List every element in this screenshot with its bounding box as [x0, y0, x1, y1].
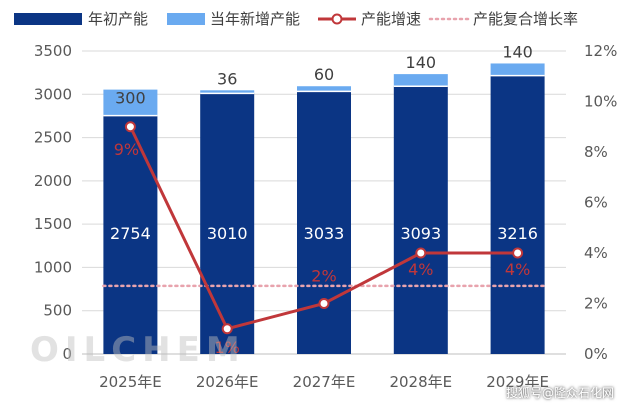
watermark: OILCHEM [30, 330, 246, 370]
bar-new-capacity [103, 89, 158, 116]
legend-label-growth-rate: 产能增速 [361, 10, 421, 28]
legend-swatch-new-capacity [167, 13, 205, 25]
left-axis-tick-label: 3500 [34, 42, 72, 60]
data-labels-layer: 2754 300 3010 36 3033 60 3093 140 3216 140 9% 1% 2% 4… [110, 42, 538, 356]
growth-rate-label: 1% [215, 338, 240, 357]
growth-rate-point [124, 121, 136, 133]
right-axis-tick-label: 4% [584, 244, 608, 262]
bar-base-capacity [297, 91, 351, 354]
bar-base-capacity [200, 93, 255, 355]
left-axis-tick-label: 1000 [34, 258, 72, 276]
right-axis-tick-label: 10% [584, 93, 617, 111]
growth-rate-point [221, 323, 233, 335]
right-axis-tick-label: 8% [584, 143, 608, 161]
bar-base-value-label: 3093 [400, 224, 441, 243]
bar-base-value-label: 3216 [497, 224, 538, 243]
right-axis-tick-label: 6% [584, 194, 608, 212]
right-axis-tick-label: 0% [584, 345, 608, 363]
left-axis-ticks: 0 500 1000 1500 2000 2500 3000 3500 [34, 42, 72, 363]
growth-rate-label: 2% [311, 267, 336, 286]
bar-new-value-label: 140 [502, 42, 533, 61]
category-tick-label: 2025年E [99, 373, 162, 391]
legend-swatch-growth-marker [331, 13, 343, 25]
category-tick-label: 2027年E [293, 373, 356, 391]
bar-base-value-label: 3033 [304, 224, 345, 243]
bar-base-capacity [393, 86, 448, 355]
legend-label-base-capacity: 年初产能 [88, 10, 148, 28]
lines-layer [102, 121, 546, 335]
bars-layer [103, 63, 545, 355]
right-axis-ticks: 0% 2% 4% 6% 8% 10% 12% [584, 42, 617, 363]
bar-new-capacity [297, 86, 351, 92]
source-credit: 搜狐号@隆众石化网 [505, 386, 614, 400]
right-axis-tick-label: 12% [584, 42, 617, 60]
growth-rate-point [415, 247, 427, 259]
legend: 年初产能 当年新增产能 产能增速 产能复合增长率 [14, 10, 578, 28]
bar-new-value-label: 140 [406, 53, 437, 72]
category-axis-ticks: 2025年E 2026年E 2027年E 2028年E 2029年E [99, 373, 549, 391]
bar-new-value-label: 60 [314, 65, 334, 84]
category-tick-label: 2026年E [196, 373, 259, 391]
bar-base-capacity [103, 115, 158, 355]
category-tick-label: 2029年E [486, 373, 549, 391]
category-tick-label: 2028年E [389, 373, 452, 391]
bar-new-value-label: 300 [115, 89, 146, 108]
bar-new-capacity [393, 74, 448, 87]
left-axis-tick-label: 3000 [34, 85, 72, 103]
growth-rate-label: 4% [505, 260, 530, 279]
left-axis-tick-label: 1500 [34, 215, 72, 233]
growth-rate-point [318, 298, 330, 309]
bar-base-capacity [490, 75, 545, 354]
growth-rate-label: 4% [408, 260, 433, 279]
bar-new-capacity [490, 63, 545, 76]
growth-rate-label: 9% [114, 140, 139, 159]
bar-new-value-label: 36 [217, 69, 237, 88]
legend-swatch-base-capacity [14, 13, 82, 25]
left-axis-tick-label: 2000 [34, 172, 72, 190]
legend-label-cagr: 产能复合增长率 [473, 10, 578, 28]
bar-base-value-label: 2754 [110, 224, 151, 243]
legend-label-new-capacity: 当年新增产能 [210, 10, 300, 28]
left-axis-tick-label: 0 [62, 345, 72, 363]
right-axis-tick-label: 2% [584, 295, 608, 313]
bar-new-capacity [200, 90, 255, 94]
bar-base-value-label: 3010 [207, 224, 248, 243]
growth-rate-point [512, 247, 524, 259]
left-axis-tick-label: 500 [43, 302, 72, 320]
left-axis-tick-label: 2500 [34, 129, 72, 147]
